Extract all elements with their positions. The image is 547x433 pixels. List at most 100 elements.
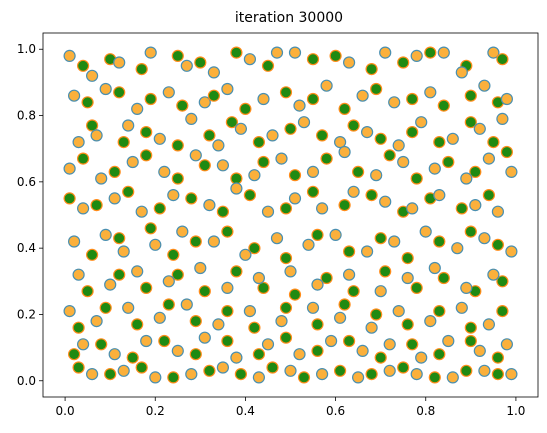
scatter-point bbox=[383, 364, 396, 377]
scatter-point bbox=[158, 334, 171, 348]
scatter-point bbox=[144, 222, 157, 235]
scatter-point bbox=[126, 351, 139, 364]
scatter-point bbox=[406, 202, 419, 215]
scatter-point bbox=[433, 136, 446, 149]
scatter-point bbox=[76, 202, 90, 215]
x-tick-label: 0.4 bbox=[236, 404, 255, 418]
scatter-point bbox=[122, 185, 135, 198]
scatter-point bbox=[410, 368, 423, 381]
scatter-point bbox=[63, 162, 76, 175]
scatter-point bbox=[437, 99, 450, 112]
scatter-point bbox=[167, 248, 180, 261]
scatter-point bbox=[401, 252, 414, 265]
scatter-point bbox=[171, 344, 184, 357]
scatter-point bbox=[257, 155, 270, 169]
scatter-point bbox=[234, 368, 247, 381]
scatter-point bbox=[189, 235, 202, 248]
scatter-point bbox=[257, 92, 270, 106]
scatter-point bbox=[63, 49, 76, 63]
scatter-point bbox=[122, 119, 135, 132]
scatter-point bbox=[81, 96, 94, 109]
scatter-point bbox=[207, 235, 220, 248]
scatter-point bbox=[140, 149, 153, 162]
scatter-point bbox=[108, 165, 121, 178]
scatter-point bbox=[383, 338, 396, 351]
scatter-point bbox=[198, 285, 211, 298]
scatter-point bbox=[76, 152, 90, 165]
scatter-point bbox=[388, 96, 401, 109]
scatter-point bbox=[90, 315, 103, 328]
scatter-point bbox=[131, 318, 144, 331]
scatter-point bbox=[383, 149, 396, 162]
scatter-point bbox=[144, 92, 157, 106]
scatter-point bbox=[469, 165, 482, 178]
scatter-point bbox=[85, 69, 99, 82]
scatter-point bbox=[343, 268, 356, 281]
scatter-point bbox=[410, 281, 423, 294]
scatter-point bbox=[153, 132, 166, 145]
scatter-point bbox=[279, 331, 293, 344]
scatter-point bbox=[397, 56, 410, 69]
scatter-point bbox=[230, 172, 243, 185]
scatter-point bbox=[261, 205, 275, 218]
scatter-point bbox=[500, 338, 513, 351]
scatter-point bbox=[365, 321, 378, 334]
scatter-point bbox=[401, 271, 414, 285]
scatter-point bbox=[216, 159, 229, 172]
scatter-point bbox=[482, 152, 495, 165]
scatter-point bbox=[455, 301, 468, 314]
scatter-point bbox=[334, 311, 347, 324]
scatter-point bbox=[311, 318, 324, 331]
scatter-point bbox=[347, 119, 360, 132]
scatter-point bbox=[320, 271, 333, 285]
scatter-point bbox=[455, 66, 468, 79]
chart-title: iteration 30000 bbox=[235, 10, 343, 26]
scatter-point bbox=[410, 172, 423, 185]
scatter-point bbox=[113, 268, 126, 281]
scatter-point bbox=[464, 116, 477, 129]
scatter-point bbox=[293, 348, 306, 361]
scatter-point bbox=[316, 368, 329, 381]
scatter-point bbox=[365, 368, 378, 381]
scatter-point bbox=[198, 331, 211, 344]
scatter-point bbox=[212, 318, 225, 331]
scatter-point bbox=[306, 165, 320, 178]
scatter-point bbox=[316, 129, 329, 142]
scatter-point bbox=[320, 152, 333, 165]
scatter-point bbox=[288, 46, 302, 59]
scatter-point bbox=[180, 59, 193, 72]
scatter-point bbox=[67, 89, 81, 102]
scatter-point bbox=[424, 86, 437, 99]
scatter-point bbox=[122, 301, 135, 314]
scatter-point bbox=[329, 228, 342, 241]
scatter-point bbox=[311, 344, 324, 357]
scatter-point bbox=[365, 62, 378, 76]
y-tick-label: 0.6 bbox=[17, 175, 36, 189]
scatter-point bbox=[356, 344, 369, 357]
scatter-point bbox=[171, 268, 184, 281]
scatter-point bbox=[379, 46, 392, 59]
x-tick-label: 0.8 bbox=[416, 404, 435, 418]
scatter-point bbox=[329, 49, 342, 63]
scatter-point bbox=[252, 348, 265, 361]
scatter-point bbox=[248, 169, 261, 182]
scatter-point bbox=[338, 145, 351, 159]
scatter-point bbox=[162, 86, 175, 99]
scatter-point bbox=[90, 129, 103, 142]
scatter-point bbox=[279, 86, 293, 99]
scatter-point bbox=[500, 92, 513, 106]
scatter-point bbox=[252, 271, 265, 285]
scatter-point bbox=[99, 301, 112, 314]
scatter-point bbox=[415, 351, 428, 364]
scatter-point bbox=[279, 202, 293, 215]
scatter-point bbox=[203, 199, 216, 212]
scatter-point bbox=[419, 225, 432, 238]
x-tick-label: 0.2 bbox=[146, 404, 165, 418]
scatter-points bbox=[63, 46, 518, 384]
scatter-point bbox=[482, 189, 495, 202]
scatter-point bbox=[113, 86, 126, 99]
scatter-point bbox=[167, 371, 180, 384]
scatter-point bbox=[288, 192, 302, 205]
scatter-point bbox=[397, 155, 410, 169]
scatter-point bbox=[491, 205, 504, 218]
